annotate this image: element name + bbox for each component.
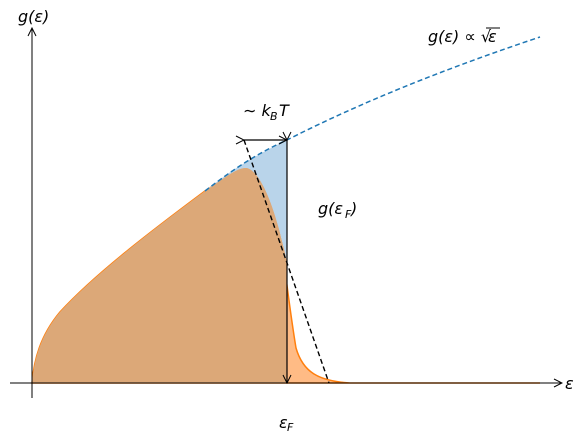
sqrt-relation-arg: ε [488,27,497,46]
fermi-dos-close: ) [350,199,357,218]
x-axis-label: ε [565,374,574,393]
sqrt-relation-label: g(ε) ∝ √ ε [428,27,500,46]
fermi-energy-label: ε F [279,413,294,434]
thermal-width-suffix: T [279,101,290,120]
sqrt-relation-text: g(ε) ∝ √ [428,27,492,46]
fermi-energy-main: ε [279,413,288,432]
fermi-dos-main: g(ε [318,199,343,218]
dos-sqrt-curve [204,36,541,192]
thermal-width-label: ∼ k B T [243,101,290,123]
overlap-region [32,168,287,383]
fermi-dos-sub: F [345,208,352,221]
fermi-dos-label: g(ε F ) [318,199,357,221]
depleted-states-region [205,140,287,262]
thermal-width-sub: B [270,110,278,123]
thermal-width-prefix: ∼ k [243,101,271,120]
tangent-dashed-line [243,139,330,384]
fermi-energy-sub: F [287,421,294,434]
y-axis-label: g(ε) [18,7,49,26]
